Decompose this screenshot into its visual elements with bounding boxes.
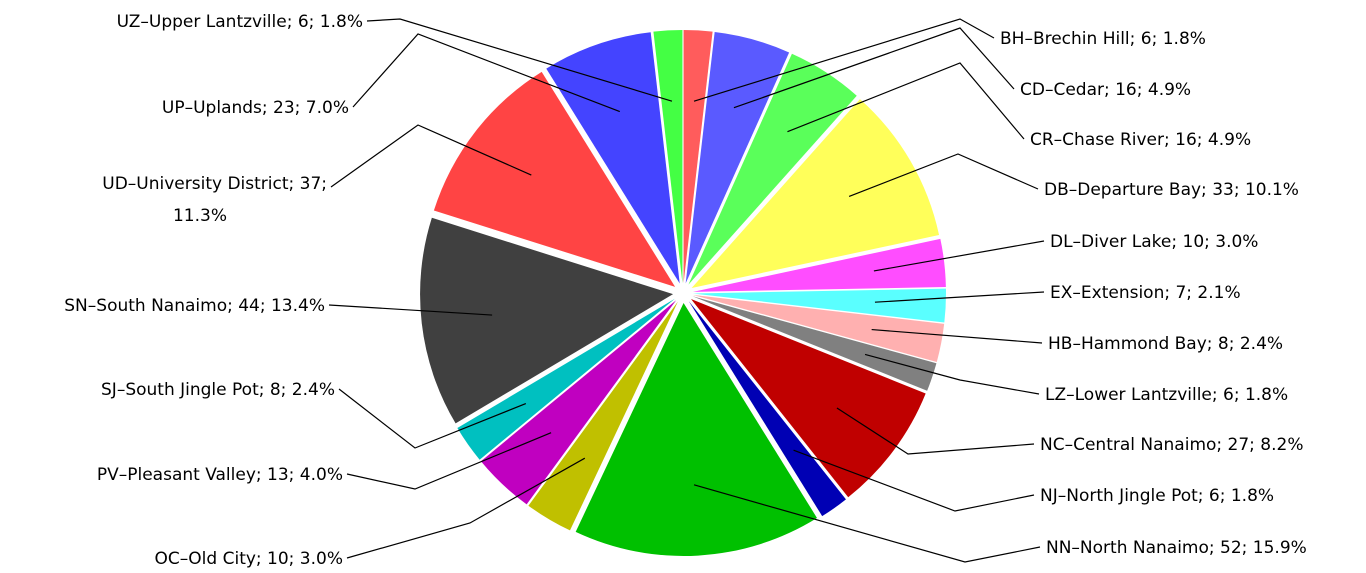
leader-line-cr [787, 62, 1025, 140]
leader-line-bh [693, 18, 995, 102]
pie-slice-hb [692, 294, 945, 362]
pie-slices [420, 30, 946, 556]
leader-line-oc [346, 457, 586, 559]
slice-label-db: DB–Departure Bay; 33; 10.1% [1044, 180, 1299, 200]
slice-label-sj: SJ–South Jingle Pot; 8; 2.4% [101, 380, 335, 400]
pie-slice-up [546, 32, 680, 284]
leader-line-sn [328, 304, 493, 316]
pie-slice-oc [528, 301, 678, 531]
slice-label-ex: EX–Extension; 7; 2.1% [1050, 283, 1241, 303]
slice-labels: BH–Brechin Hill; 6; 1.8% CD–Cedar; 16; 4.… [64, 12, 1307, 569]
pie-slice-sj [457, 298, 675, 460]
pie-slice-cr [688, 53, 857, 285]
leader-line-dl [873, 240, 1045, 272]
slice-label-ud: UD–University District; 37; 11.3% [102, 174, 327, 226]
leader-line-hb [871, 328, 1043, 344]
leader-line-cd [733, 27, 1015, 109]
leader-line-ex [874, 291, 1045, 303]
pie-slice-ex [692, 288, 946, 323]
slice-label-cr: CR–Chase River; 16; 4.9% [1030, 130, 1251, 150]
pie-slice-cd [685, 32, 790, 284]
leader-line-lz [864, 353, 1040, 395]
slice-label-cd: CD–Cedar; 16; 4.9% [1020, 80, 1191, 100]
slice-label-nn: NN–North Nanaimo; 52; 15.9% [1046, 538, 1307, 558]
slice-label-sn: SN–South Nanaimo; 44; 13.4% [64, 296, 325, 316]
pie-slice-nc [691, 298, 926, 498]
pie-slice-nj [688, 301, 846, 517]
pie-slice-sn [420, 217, 674, 424]
leader-line-sj [338, 388, 527, 449]
leader-line-nn [693, 484, 1041, 563]
leader-line-nc [836, 407, 1035, 455]
slice-label-dl: DL–Diver Lake; 10; 3.0% [1050, 232, 1258, 252]
slice-label-nc: NC–Central Nanaimo; 27; 8.2% [1040, 435, 1303, 455]
leader-lines [328, 18, 1045, 563]
slice-label-uz: UZ–Upper Lantzville; 6; 1.8% [117, 12, 363, 32]
leader-line-nj [793, 449, 1035, 512]
leader-line-pv [346, 432, 552, 490]
leader-line-up [352, 33, 620, 113]
pie-slice-lz [692, 296, 937, 391]
slice-label-pv: PV–Pleasant Valley; 13; 4.0% [97, 465, 343, 485]
pie-slice-ud [433, 71, 676, 287]
pie-slice-db [691, 99, 940, 288]
leader-line-db [848, 153, 1039, 197]
pie-slice-uz [653, 30, 683, 284]
leader-line-uz [366, 18, 673, 102]
slice-label-hb: HB–Hammond Bay; 8; 2.4% [1048, 334, 1283, 354]
pie-slice-dl [692, 238, 946, 292]
pie-slice-pv [480, 300, 677, 505]
pie-slice-nn [575, 302, 818, 556]
slice-label-bh: BH–Brechin Hill; 6; 1.8% [1000, 29, 1206, 49]
slice-label-oc: OC–Old City; 10; 3.0% [155, 549, 343, 569]
leader-line-ud [330, 124, 532, 188]
slice-label-nj: NJ–North Jingle Pot; 6; 1.8% [1040, 486, 1274, 506]
slice-label-lz: LZ–Lower Lantzville; 6; 1.8% [1045, 385, 1288, 405]
slice-label-up: UP–Uplands; 23; 7.0% [162, 98, 349, 118]
pie-slice-bh [683, 30, 713, 284]
